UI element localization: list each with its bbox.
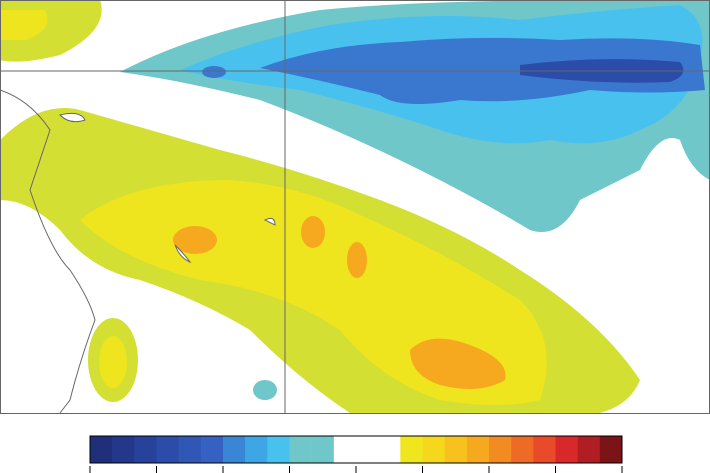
colorbar-segment [577, 436, 601, 463]
colorbar-segment [555, 436, 578, 463]
colorbar-segment [422, 436, 445, 463]
field-orange [347, 242, 367, 278]
colorbar-segment [200, 436, 224, 463]
colorbar-segment [90, 436, 113, 463]
colorbar-segment [134, 436, 157, 463]
field-yellow [99, 336, 127, 388]
field-orange [410, 338, 506, 389]
field-yellow [0, 10, 48, 40]
colorbar-segment [533, 436, 556, 463]
field-blue-spot [202, 66, 226, 78]
colorbar-segment [599, 436, 623, 463]
colorbar-segment [444, 436, 468, 463]
coastline [0, 89, 96, 414]
field-orange [301, 216, 325, 248]
colorbar [89, 435, 623, 464]
colorbar-segment [289, 436, 312, 463]
colorbar-frame [89, 435, 623, 464]
colorbar-ticks [89, 466, 623, 473]
colorbar-segment [112, 436, 135, 463]
colorbar-segment [223, 436, 246, 463]
map [0, 0, 710, 414]
island [59, 112, 276, 264]
colorbar-segment [511, 436, 534, 463]
field-orange [173, 226, 217, 254]
colorbar-segment [378, 436, 401, 463]
colorbar-segment [156, 436, 179, 463]
colorbar-segment [178, 436, 202, 463]
colorbar-segment [333, 436, 357, 463]
colorbar-segment [466, 436, 490, 463]
field-teal [253, 380, 277, 400]
colorbar-segment [245, 436, 268, 463]
colorbar-segment [489, 436, 512, 463]
colorbar-segment [356, 436, 379, 463]
colorbar-segment [267, 436, 290, 463]
colorbar-segment [400, 436, 423, 463]
colorbar-segment [311, 436, 335, 463]
